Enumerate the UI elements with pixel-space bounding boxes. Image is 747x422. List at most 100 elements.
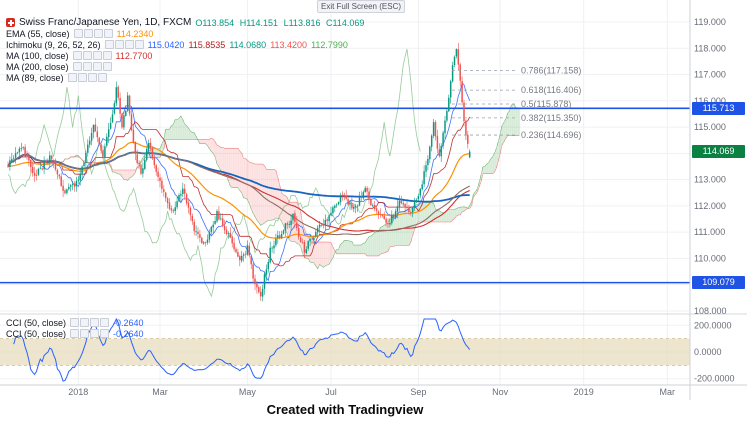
- indicator-label[interactable]: CCI (50, close): [6, 317, 67, 328]
- price-tick-label: 113.000: [694, 175, 726, 185]
- settings-icon[interactable]: [80, 329, 90, 338]
- eye-icon[interactable]: [104, 40, 114, 49]
- ichimoku-cloud: [57, 103, 521, 270]
- more-icon[interactable]: [134, 40, 144, 49]
- indicator-value: 114.0680: [229, 39, 267, 50]
- settings-icon[interactable]: [114, 40, 124, 49]
- indicator-label[interactable]: MA (89, close): [6, 72, 64, 83]
- indicator-controls: [67, 73, 107, 82]
- fib-level-label: 0.236(114.696): [521, 130, 581, 140]
- time-tick-label: 2019: [574, 387, 594, 397]
- low-value: L113.816: [283, 17, 321, 28]
- indicator-label[interactable]: EMA (55, close): [6, 28, 70, 39]
- price-tick-label: 108.000: [694, 306, 727, 316]
- open-value: O113.854: [195, 17, 235, 28]
- delete-icon[interactable]: [92, 51, 102, 60]
- settings-icon[interactable]: [83, 29, 93, 38]
- close-value: C114.069: [325, 17, 365, 28]
- eye-icon[interactable]: [70, 318, 80, 327]
- more-icon[interactable]: [102, 62, 112, 71]
- price-axis[interactable]: [690, 0, 747, 400]
- indicator-row: MA (89, close): [6, 72, 367, 83]
- fib-level-label: 0.618(116.406): [521, 85, 581, 95]
- indicator-value: -0.2640: [113, 328, 144, 339]
- eye-icon[interactable]: [67, 73, 77, 82]
- more-icon[interactable]: [100, 318, 110, 327]
- chart-canvas[interactable]: 0.786(117.158) 0.618(116.406) 0.5(115.878)…: [0, 0, 747, 400]
- indicator-value: 115.0420: [147, 39, 185, 50]
- settings-icon[interactable]: [80, 318, 90, 327]
- fib-level-label: 0.382(115.350): [521, 113, 581, 123]
- moving-averages: [7, 141, 470, 239]
- indicator-row: EMA (55, close) 114.2340: [6, 28, 367, 39]
- indicator-label[interactable]: MA (200, close): [6, 61, 69, 72]
- indicator-value: 112.7700: [115, 50, 153, 61]
- delete-icon[interactable]: [87, 73, 97, 82]
- eye-icon[interactable]: [73, 29, 83, 38]
- ohlc-readout: O113.854 H114.151 L113.816 C114.069: [195, 18, 367, 28]
- price-badge: 115.713: [692, 101, 745, 115]
- indicator-value: 115.8535: [188, 39, 226, 50]
- indicator-label[interactable]: CCI (50, close): [6, 328, 67, 339]
- time-tick-label: Mar: [660, 387, 676, 397]
- axes: 119.000 118.000 117.000 116.000 115.000 113.0…: [0, 0, 747, 400]
- high-value: H114.151: [239, 17, 279, 28]
- indicator-value: -0.2640: [113, 317, 144, 328]
- cci-tick-label: -200.0000: [694, 374, 735, 384]
- indicator-controls: [73, 29, 113, 38]
- time-tick-label: May: [239, 387, 257, 397]
- indicator-controls: [104, 40, 144, 49]
- price-badge: 114.069: [692, 145, 745, 159]
- delete-icon[interactable]: [90, 329, 100, 338]
- legend-panel: Swiss Franc/Japanese Yen, 1D, FXCM O113.…: [6, 17, 367, 83]
- watermark-caption: Created with Tradingview: [266, 402, 424, 417]
- indicator-controls: [72, 51, 112, 60]
- settings-icon[interactable]: [82, 62, 92, 71]
- symbol-row: Swiss Franc/Japanese Yen, 1D, FXCM O113.…: [6, 17, 367, 28]
- delete-icon[interactable]: [93, 29, 103, 38]
- price-tick-label: 112.000: [694, 201, 726, 211]
- settings-icon[interactable]: [77, 73, 87, 82]
- indicator-row: CCI (50, close) -0.2640: [6, 328, 144, 339]
- price-tick-label: 110.000: [694, 253, 726, 263]
- delete-icon[interactable]: [124, 40, 134, 49]
- fib-retracement[interactable]: 0.786(117.158) 0.618(116.406) 0.5(115.878)…: [452, 65, 581, 140]
- delete-icon[interactable]: [90, 318, 100, 327]
- indicator-controls: [72, 62, 112, 71]
- indicator-value: 114.2340: [116, 28, 154, 39]
- price-tick-label: 118.000: [694, 43, 726, 53]
- price-tick-label: 117.000: [694, 70, 726, 80]
- time-tick-label: Mar: [152, 387, 168, 397]
- cci-tick-label: 0.0000: [694, 347, 722, 357]
- cci-tick-label: 200.0000: [694, 320, 732, 330]
- time-tick-label: Jul: [325, 387, 337, 397]
- exit-fullscreen-button[interactable]: Exit Full Screen (ESC): [317, 0, 405, 13]
- more-icon[interactable]: [97, 73, 107, 82]
- indicator-row: Ichimoku (9, 26, 52, 26) 115.0420 115.8535…: [6, 39, 367, 50]
- more-icon[interactable]: [102, 51, 112, 60]
- indicator-row: MA (100, close) 112.7700: [6, 50, 367, 61]
- time-tick-label: 2018: [68, 387, 88, 397]
- indicator-label[interactable]: Ichimoku (9, 26, 52, 26): [6, 39, 101, 50]
- time-tick-label: Nov: [492, 387, 509, 397]
- more-icon[interactable]: [103, 29, 113, 38]
- indicator-controls: [70, 318, 110, 327]
- time-tick-label: Sep: [410, 387, 426, 397]
- settings-icon[interactable]: [82, 51, 92, 60]
- eye-icon[interactable]: [72, 51, 82, 60]
- indicator-label[interactable]: MA (100, close): [6, 50, 69, 61]
- eye-icon[interactable]: [72, 62, 82, 71]
- symbol-title[interactable]: Swiss Franc/Japanese Yen, 1D, FXCM: [19, 16, 192, 28]
- more-icon[interactable]: [100, 329, 110, 338]
- price-badge: 109.079: [692, 276, 745, 290]
- price-tick-label: 111.000: [694, 227, 725, 237]
- indicator-value: 112.7990: [311, 39, 348, 50]
- price-tick-label: 115.000: [694, 122, 726, 132]
- cci-plot: [13, 317, 471, 382]
- cci-legend-panel: CCI (50, close) -0.2640 CCI (50, close) -0.…: [6, 317, 144, 339]
- fib-level-label: 0.5(115.878): [521, 99, 571, 109]
- swiss-flag-icon: [6, 18, 15, 27]
- eye-icon[interactable]: [70, 329, 80, 338]
- indicator-row: CCI (50, close) -0.2640: [6, 317, 144, 328]
- delete-icon[interactable]: [92, 62, 102, 71]
